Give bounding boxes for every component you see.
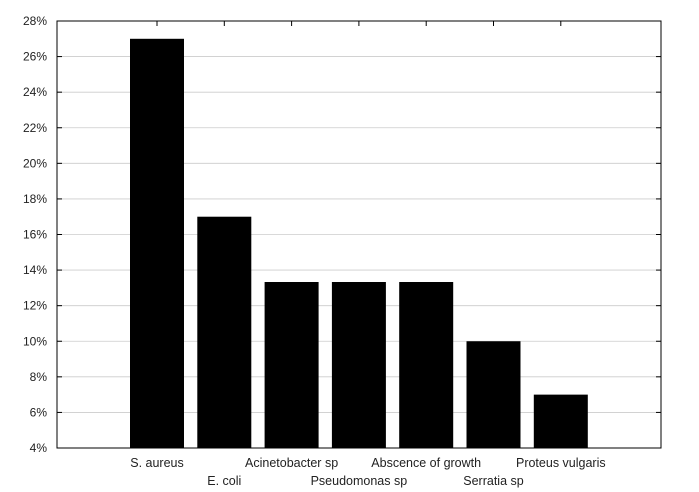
y-tick-label: 18%	[23, 192, 47, 206]
y-tick-label: 4%	[30, 441, 48, 455]
x-axis-labels: S. aureus E. coli Acinetobacter sp Pseudomo…	[130, 21, 606, 488]
category-label: Acinetobacter sp	[245, 456, 338, 470]
y-tick-label: 28%	[23, 14, 47, 28]
y-axis-ticks: 4% 6% 8% 10% 12% 14% 16% 18% 20% 22% 24% 26% 28%	[23, 14, 661, 455]
y-tick-label: 12%	[23, 299, 47, 313]
bar	[331, 282, 386, 448]
y-tick-label: 16%	[23, 228, 47, 242]
category-label: S. aureus	[130, 456, 184, 470]
y-tick-label: 20%	[23, 156, 47, 170]
category-label: Pseudomonas sp	[311, 474, 408, 488]
y-tick-label: 6%	[30, 405, 48, 419]
y-tick-label: 10%	[23, 334, 47, 348]
category-label: Abscence of growth	[371, 456, 481, 470]
bars	[130, 38, 588, 449]
bar	[130, 38, 184, 449]
category-label: Proteus vulgaris	[516, 456, 606, 470]
category-label: Serratia sp	[463, 474, 523, 488]
bar	[466, 341, 521, 448]
category-label: E. coli	[207, 474, 241, 488]
y-tick-label: 8%	[30, 370, 48, 384]
y-tick-label: 26%	[23, 50, 47, 64]
y-tick-label: 22%	[23, 121, 47, 135]
bar	[533, 394, 588, 448]
bar	[264, 282, 319, 448]
bar	[399, 282, 454, 448]
bar	[197, 216, 252, 448]
y-tick-label: 14%	[23, 263, 47, 277]
y-tick-label: 24%	[23, 85, 47, 99]
